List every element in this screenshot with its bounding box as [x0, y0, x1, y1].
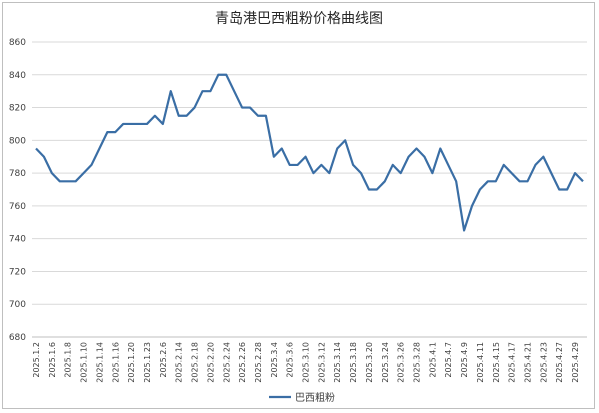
y-tick-label: 720 [9, 267, 26, 277]
x-tick-label: 2025.3.28 [413, 342, 422, 383]
x-tick-label: 2025.2.14 [175, 342, 184, 383]
x-tick-label: 2025.3.6 [286, 342, 295, 378]
y-tick-label: 740 [9, 235, 26, 245]
x-tick-label: 2025.4.1 [428, 342, 437, 378]
y-tick-label: 780 [9, 169, 26, 179]
x-tick-label: 2025.1.16 [111, 342, 120, 383]
x-tick-label: 2025.4.11 [476, 342, 485, 383]
x-tick-label: 2025.2.28 [254, 342, 263, 383]
x-tick-label: 2025.3.24 [381, 342, 390, 383]
x-tick-label: 2025.2.26 [238, 342, 247, 383]
x-tick-label: 2025.4.23 [539, 342, 548, 383]
x-tick-label: 2025.1.10 [80, 342, 89, 383]
x-tick-label: 2025.4.17 [508, 342, 517, 383]
x-tick-label: 2025.3.4 [270, 342, 279, 378]
legend-label: 巴西粗粉 [295, 391, 335, 404]
gridlines [32, 41, 587, 338]
x-tick-label: 2025.4.29 [571, 342, 580, 383]
y-tick-label: 800 [9, 136, 26, 146]
y-tick-label: 820 [9, 104, 26, 114]
x-tick-label: 2025.2.18 [191, 342, 200, 383]
x-axis-ticks: 2025.1.2 2025.1.6 2025.1.8 2025.1.10 2025.1.… [32, 342, 580, 383]
x-tick-label: 2025.1.14 [95, 342, 104, 383]
x-tick-label: 2025.2.24 [222, 342, 231, 383]
series-line [35, 73, 584, 232]
x-tick-label: 2025.3.20 [365, 342, 374, 383]
x-tick-label: 2025.4.15 [492, 342, 501, 383]
x-tick-label: 2025.4.9 [460, 342, 469, 378]
y-axis-ticks: 680 700 720 740 760 780 800 820 840 860 [9, 38, 26, 343]
x-tick-label: 2025.3.18 [349, 342, 358, 383]
x-tick-label: 2025.3.10 [302, 342, 311, 383]
y-tick-label: 840 [9, 71, 26, 81]
legend: 巴西粗粉 [269, 391, 335, 404]
x-tick-label: 2025.1.23 [143, 342, 152, 383]
x-tick-label: 2025.1.6 [48, 342, 57, 378]
x-tick-label: 2025.4.7 [444, 342, 453, 378]
x-tick-label: 2025.1.8 [64, 342, 73, 378]
y-tick-label: 760 [9, 202, 26, 212]
y-tick-label: 680 [9, 333, 26, 343]
x-tick-label: 2025.3.26 [397, 342, 406, 383]
line-chart: 青岛港巴西粗粉价格曲线图 680 700 720 740 760 780 800 820 840… [9, 11, 587, 404]
x-tick-label: 2025.1.20 [127, 342, 136, 383]
x-tick-label: 2025.2.20 [206, 342, 215, 383]
x-tick-label: 2025.4.27 [555, 342, 564, 383]
y-tick-label: 860 [9, 38, 26, 48]
x-tick-label: 2025.3.12 [317, 342, 326, 383]
x-tick-label: 2025.3.14 [333, 342, 342, 383]
chart-title: 青岛港巴西粗粉价格曲线图 [215, 11, 383, 27]
series-lines [35, 73, 584, 232]
x-tick-label: 2025.1.2 [32, 342, 41, 378]
y-tick-label: 700 [9, 300, 26, 310]
x-tick-label: 2025.4.21 [524, 342, 533, 383]
chart-frame: 青岛港巴西粗粉价格曲线图 680 700 720 740 760 780 800 820 840… [2, 2, 595, 409]
x-tick-label: 2025.2.6 [159, 342, 168, 378]
